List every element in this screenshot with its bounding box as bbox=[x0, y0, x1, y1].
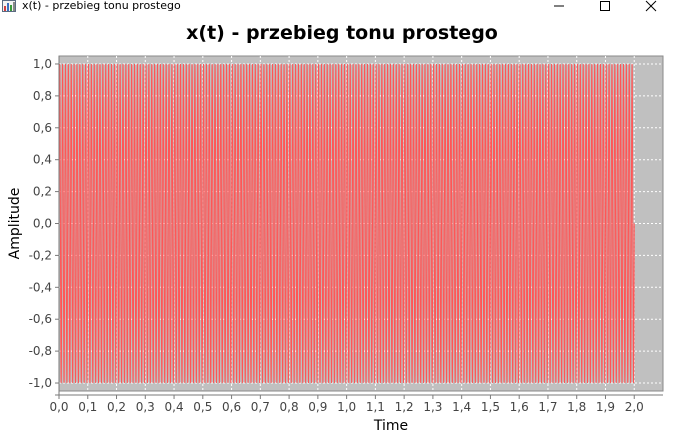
x-tick-label: 1,7 bbox=[538, 400, 557, 414]
maximize-icon bbox=[600, 1, 610, 11]
x-tick-label: 0,0 bbox=[49, 400, 68, 414]
x-tick-label: 1,0 bbox=[337, 400, 356, 414]
x-tick-label: 1,9 bbox=[596, 400, 615, 414]
chart-title: x(t) - przebieg tonu prostego bbox=[186, 22, 498, 44]
x-tick-label: 1,4 bbox=[452, 400, 471, 414]
x-tick-label: 0,5 bbox=[193, 400, 212, 414]
x-axis-label: Time bbox=[373, 418, 408, 434]
y-tick-label: 1,0 bbox=[33, 57, 52, 71]
y-tick-label: -0,4 bbox=[29, 280, 52, 294]
y-tick-label: 0,2 bbox=[33, 185, 52, 199]
y-tick-label: 0,8 bbox=[33, 89, 52, 103]
x-tick-label: 1,5 bbox=[481, 400, 500, 414]
x-tick-label: 0,7 bbox=[251, 400, 270, 414]
y-tick-label: -0,8 bbox=[29, 344, 52, 358]
window-title: x(t) - przebieg tonu prostego bbox=[22, 0, 181, 12]
y-tick-label: 0,0 bbox=[33, 217, 52, 231]
x-tick-label: 0,4 bbox=[165, 400, 184, 414]
minimize-button[interactable] bbox=[536, 0, 582, 14]
x-tick-label: 0,9 bbox=[308, 400, 327, 414]
x-tick-label: 0,1 bbox=[78, 400, 97, 414]
x-tick-label: 1,1 bbox=[366, 400, 385, 414]
y-tick-label: -0,2 bbox=[29, 248, 52, 262]
x-tick-label: 0,8 bbox=[280, 400, 299, 414]
x-tick-label: 1,8 bbox=[567, 400, 586, 414]
x-tick-label: 0,3 bbox=[136, 400, 155, 414]
close-icon bbox=[645, 0, 657, 12]
x-tick-label: 0,6 bbox=[222, 400, 241, 414]
maximize-button[interactable] bbox=[582, 0, 628, 14]
minimize-icon bbox=[554, 5, 564, 7]
y-tick-label: -0,6 bbox=[29, 312, 52, 326]
close-button[interactable] bbox=[628, 0, 674, 14]
x-tick-label: 1,3 bbox=[423, 400, 442, 414]
y-tick-label: 0,6 bbox=[33, 121, 52, 135]
window-titlebar: x(t) - przebieg tonu prostego bbox=[0, 0, 684, 14]
x-tick-label: 2,0 bbox=[625, 400, 644, 414]
y-tick-label: 0,4 bbox=[33, 153, 52, 167]
y-tick-label: -1,0 bbox=[29, 376, 52, 390]
x-tick-label: 1,2 bbox=[395, 400, 414, 414]
x-tick-label: 0,2 bbox=[107, 400, 126, 414]
app-icon bbox=[2, 0, 16, 12]
x-tick-label: 1,6 bbox=[510, 400, 529, 414]
signal-line bbox=[58, 63, 635, 384]
y-axis-label: Amplitude bbox=[7, 188, 23, 260]
